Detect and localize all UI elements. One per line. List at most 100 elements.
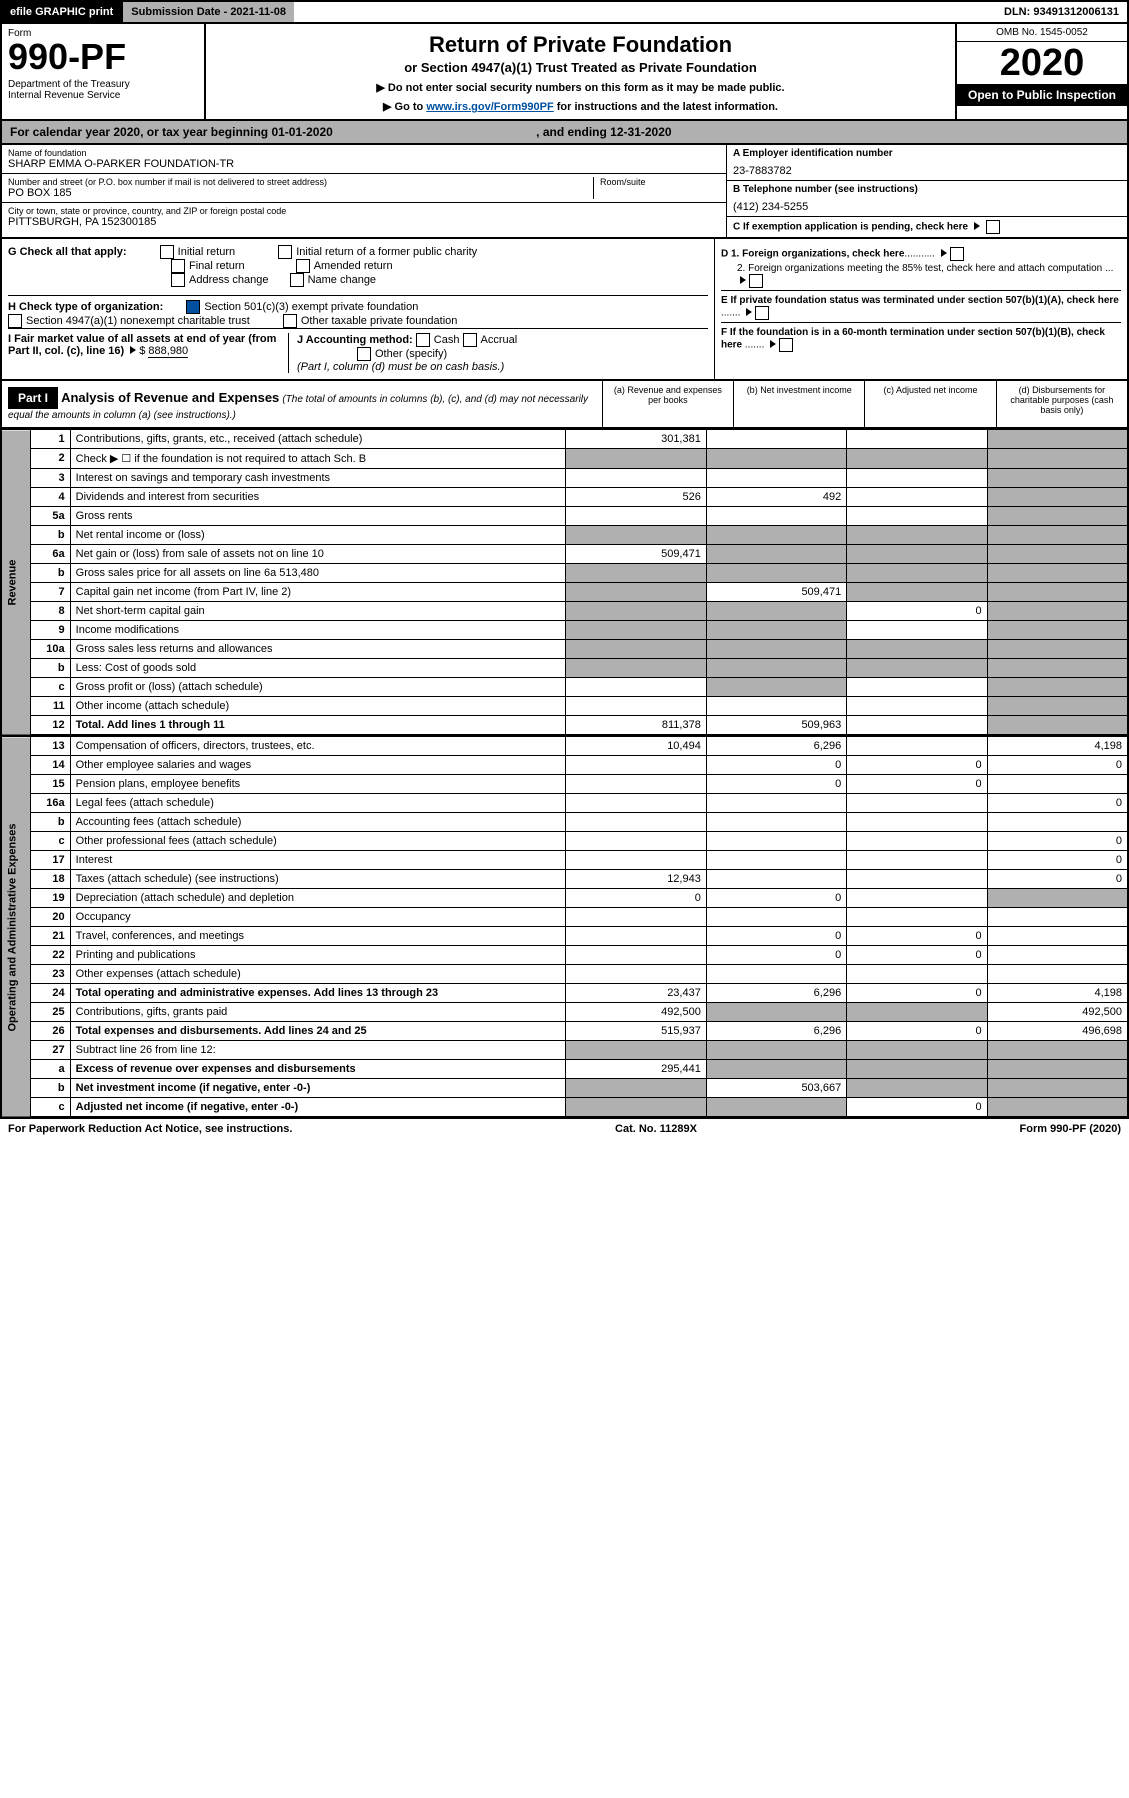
cell-c: 0	[847, 1022, 987, 1041]
cell-a: 515,937	[566, 1022, 706, 1041]
row-desc: Other employee salaries and wages	[70, 756, 566, 775]
cell-d	[987, 927, 1128, 946]
cell-c	[847, 1079, 987, 1098]
cell-a: 492,500	[566, 1003, 706, 1022]
cell-a	[566, 697, 706, 716]
cell-b	[706, 832, 846, 851]
cb-other-acc[interactable]	[357, 347, 371, 361]
row-num: c	[31, 832, 70, 851]
row-desc: Excess of revenue over expenses and disb…	[70, 1060, 566, 1079]
cell-b	[706, 469, 846, 488]
cb-4947[interactable]	[8, 314, 22, 328]
foundation-info: Name of foundation SHARP EMMA O-PARKER F…	[0, 145, 1129, 239]
cb-address[interactable]	[171, 273, 185, 287]
cell-a	[566, 640, 706, 659]
cb-cash[interactable]	[416, 333, 430, 347]
cell-a	[566, 583, 706, 602]
cell-b: 0	[706, 946, 846, 965]
cell-b	[706, 1003, 846, 1022]
checkbox-c[interactable]	[986, 220, 1000, 234]
cell-b	[706, 697, 846, 716]
cell-d	[987, 545, 1128, 564]
row-num: 18	[31, 870, 70, 889]
row-desc: Net gain or (loss) from sale of assets n…	[70, 545, 566, 564]
cb-name[interactable]	[290, 273, 304, 287]
cb-other-tax[interactable]	[283, 314, 297, 328]
cb-final[interactable]	[171, 259, 185, 273]
cell-d	[987, 1041, 1128, 1060]
row-num: 3	[31, 469, 70, 488]
cell-b	[706, 1041, 846, 1060]
cb-d1[interactable]	[950, 247, 964, 261]
cell-b	[706, 545, 846, 564]
row-num: 15	[31, 775, 70, 794]
foundation-addr: PO BOX 185	[8, 187, 593, 199]
cell-d	[987, 946, 1128, 965]
row-num: c	[31, 1098, 70, 1118]
row-num: 5a	[31, 507, 70, 526]
d2-label: 2. Foreign organizations meeting the 85%…	[737, 263, 1102, 274]
form-subtitle3: ▶ Go to www.irs.gov/Form990PF for instru…	[212, 100, 949, 113]
foundation-city: PITTSBURGH, PA 152300185	[8, 216, 720, 228]
cb-amended[interactable]	[296, 259, 310, 273]
row-num: 6a	[31, 545, 70, 564]
col-b-hdr: (b) Net investment income	[734, 381, 865, 427]
cb-initial[interactable]	[160, 245, 174, 259]
name-label: Name of foundation	[8, 148, 720, 158]
cb-accrual[interactable]	[463, 333, 477, 347]
cell-a	[566, 678, 706, 697]
form-subtitle1: or Section 4947(a)(1) Trust Treated as P…	[212, 60, 949, 75]
cb-501c3[interactable]	[186, 300, 200, 314]
cell-c	[847, 640, 987, 659]
cell-c	[847, 908, 987, 927]
cell-d	[987, 775, 1128, 794]
footer-left: For Paperwork Reduction Act Notice, see …	[8, 1123, 292, 1135]
efile-label[interactable]: efile GRAPHIC print	[2, 2, 121, 22]
cell-c	[847, 851, 987, 870]
row-desc: Interest	[70, 851, 566, 870]
row-num: 4	[31, 488, 70, 507]
cell-c	[847, 526, 987, 545]
cell-c	[847, 832, 987, 851]
row-num: 7	[31, 583, 70, 602]
cell-d	[987, 640, 1128, 659]
row-desc: Total expenses and disbursements. Add li…	[70, 1022, 566, 1041]
cell-c	[847, 813, 987, 832]
cell-d	[987, 583, 1128, 602]
cb-initial-former[interactable]	[278, 245, 292, 259]
cb-f[interactable]	[779, 338, 793, 352]
cell-d	[987, 621, 1128, 640]
row-desc: Total. Add lines 1 through 11	[70, 716, 566, 736]
cell-a	[566, 813, 706, 832]
irs-link[interactable]: www.irs.gov/Form990PF	[426, 101, 553, 113]
cell-c	[847, 716, 987, 736]
cell-c	[847, 449, 987, 469]
cb-d2[interactable]	[749, 274, 763, 288]
cell-b	[706, 621, 846, 640]
form-header: Form 990-PF Department of the Treasury I…	[0, 24, 1129, 121]
row-desc: Adjusted net income (if negative, enter …	[70, 1098, 566, 1118]
row-desc: Other income (attach schedule)	[70, 697, 566, 716]
cell-d	[987, 813, 1128, 832]
footer-mid: Cat. No. 11289X	[615, 1123, 697, 1135]
cell-c	[847, 469, 987, 488]
cell-b	[706, 526, 846, 545]
section-j-label: J Accounting method:	[297, 334, 413, 346]
cell-c	[847, 794, 987, 813]
cell-a	[566, 946, 706, 965]
section-h-label: H Check type of organization:	[8, 301, 163, 313]
cell-b: 509,471	[706, 583, 846, 602]
cell-b	[706, 813, 846, 832]
row-desc: Net investment income (if negative, ente…	[70, 1079, 566, 1098]
row-desc: Gross profit or (loss) (attach schedule)	[70, 678, 566, 697]
d1-label: D 1. Foreign organizations, check here	[721, 249, 904, 260]
cell-a: 23,437	[566, 984, 706, 1003]
cell-c	[847, 430, 987, 449]
cell-d: 0	[987, 851, 1128, 870]
row-desc: Contributions, gifts, grants, etc., rece…	[70, 430, 566, 449]
cb-e[interactable]	[755, 306, 769, 320]
col-d-hdr: (d) Disbursements for charitable purpose…	[997, 381, 1127, 427]
row-desc: Capital gain net income (from Part IV, l…	[70, 583, 566, 602]
row-num: 24	[31, 984, 70, 1003]
cell-b: 0	[706, 889, 846, 908]
